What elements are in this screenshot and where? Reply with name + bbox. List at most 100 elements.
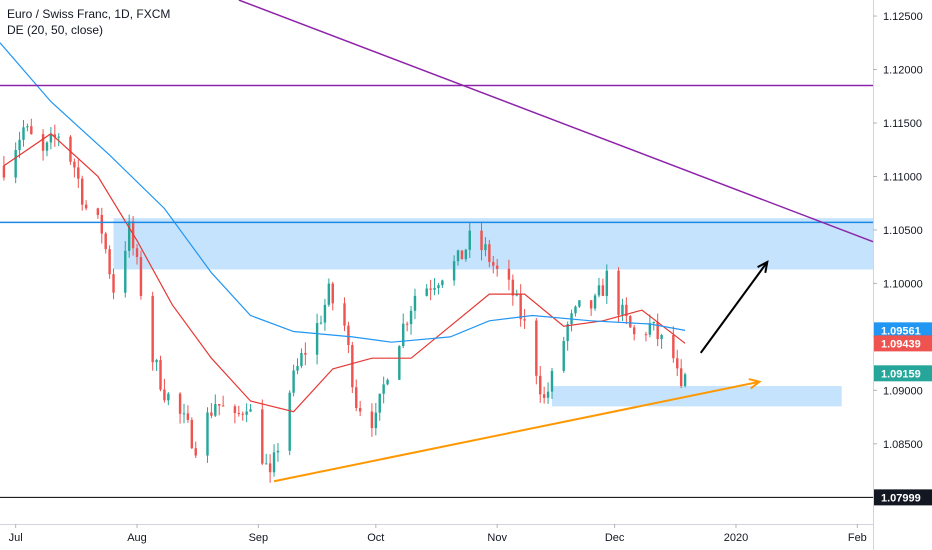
candle-body[interactable] [648,323,652,335]
candle-body[interactable] [343,303,346,326]
candle-body[interactable] [108,249,111,275]
price-label-badge[interactable] [874,489,932,506]
candle-body[interactable] [315,323,319,355]
candle-body[interactable] [566,324,569,342]
candle-body[interactable] [488,244,491,263]
candle-body[interactable] [644,334,648,336]
candle-body[interactable] [355,387,358,409]
candle-body[interactable] [245,411,248,415]
candle-body[interactable] [652,321,655,324]
candle-body[interactable] [159,360,162,390]
candle-body[interactable] [660,335,663,340]
candle-body[interactable] [382,384,385,394]
candle-body[interactable] [507,268,511,280]
candle-body[interactable] [460,250,464,260]
candle-body[interactable] [57,136,60,138]
candle-body[interactable] [597,285,601,296]
candle-body[interactable] [84,204,88,209]
candle-body[interactable] [69,136,72,162]
candle-body[interactable] [49,134,53,143]
candle-body[interactable] [374,412,378,429]
candle-body[interactable] [182,413,186,415]
candle-body[interactable] [589,300,593,309]
candle-body[interactable] [319,322,323,324]
candle-body[interactable] [679,368,683,387]
candle-body[interactable] [492,262,495,266]
candle-body[interactable] [632,327,636,335]
candle-body[interactable] [272,452,276,473]
candle-body[interactable] [112,274,115,293]
candle-body[interactable] [218,403,221,406]
support-zone[interactable] [551,386,842,407]
candle-body[interactable] [429,288,432,290]
candle-body[interactable] [261,409,264,464]
candle-body[interactable] [484,244,487,251]
candle-body[interactable] [292,370,295,393]
candle-body[interactable] [409,310,413,325]
candle-body[interactable] [296,366,299,371]
candle-body[interactable] [26,126,29,128]
candle-body[interactable] [433,288,436,290]
ma-20-line[interactable] [3,132,686,413]
candle-body[interactable] [398,346,401,380]
projection-arrow[interactable] [699,261,769,354]
candle-body[interactable] [151,295,154,363]
candle-body[interactable] [77,167,80,179]
indicator-label[interactable]: DE (20, 50, close) [7,23,104,37]
candle-body[interactable] [441,280,444,286]
candle-body[interactable] [386,379,389,385]
candle-body[interactable] [358,408,362,412]
candle-body[interactable] [519,293,522,320]
candle-body[interactable] [605,270,609,296]
candle-body[interactable] [331,283,334,304]
candle-body[interactable] [214,403,217,416]
candle-body[interactable] [683,374,687,387]
candle-body[interactable] [523,319,526,321]
candle-body[interactable] [405,323,409,325]
candle-body[interactable] [562,341,565,371]
candle-body[interactable] [163,389,166,401]
price-label-badge[interactable] [874,365,932,382]
candle-body[interactable] [80,178,84,205]
candle-body[interactable] [53,134,57,138]
candle-body[interactable] [676,358,679,369]
candle-body[interactable] [468,230,471,250]
candle-body[interactable] [437,285,440,289]
candle-body[interactable] [45,142,49,151]
up-trendline[interactable] [273,380,760,483]
candle-body[interactable] [413,295,417,311]
candle-body[interactable] [178,393,182,414]
candle-body[interactable] [100,214,103,234]
candle-body[interactable] [542,394,546,398]
candle-body[interactable] [276,450,280,453]
down-trendline[interactable] [238,0,874,243]
candle-body[interactable] [347,325,350,346]
candle-body[interactable] [30,126,33,135]
candle-body[interactable] [656,321,659,340]
candle-body[interactable] [155,360,158,363]
candle-body[interactable] [127,221,131,251]
candle-body[interactable] [464,249,468,260]
candle-body[interactable] [304,352,307,355]
symbol-title[interactable]: Euro / Swiss Franc, 1D, FXCM [7,7,171,21]
candle-body[interactable] [22,127,25,140]
candle-body[interactable] [621,304,624,315]
candle-body[interactable] [625,304,628,317]
price-label-badge[interactable] [874,322,932,339]
candle-body[interactable] [124,250,127,293]
candle-body[interactable] [41,134,45,151]
candle-body[interactable] [96,208,100,215]
candle-body[interactable] [206,412,209,456]
candle-body[interactable] [574,306,577,314]
candle-body[interactable] [104,233,107,250]
candle-body[interactable] [672,335,675,359]
candle-body[interactable] [629,316,632,328]
candle-body[interactable] [495,265,499,269]
candle-body[interactable] [351,345,354,388]
candle-body[interactable] [535,320,538,376]
candle-body[interactable] [617,270,620,315]
candle-body[interactable] [511,279,515,296]
candle-body[interactable] [480,230,483,251]
candle-body[interactable] [268,463,272,473]
